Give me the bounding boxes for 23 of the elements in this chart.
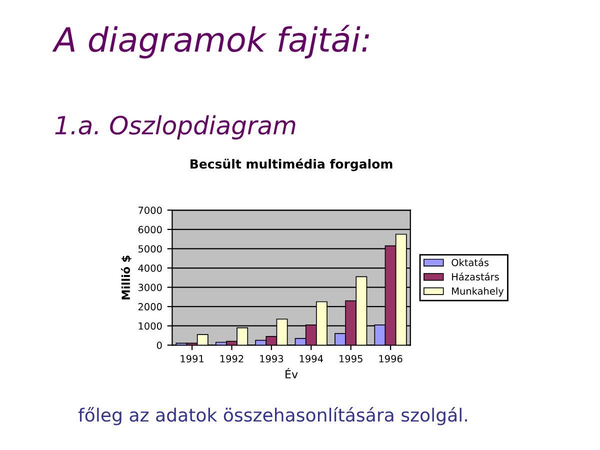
x-tick-label: 1994 [300,355,323,362]
x-tick-label: 1993 [260,355,284,362]
chart-title: Becsült multimédia forgalom [190,158,392,172]
y-tick-label: 0 [156,342,162,349]
x-tick-label: 1992 [220,355,244,362]
legend-label: Munkahely [452,287,504,297]
y-axis-title: Millió $ [120,256,132,300]
x-axis-title: Év [286,368,298,378]
x-tick-label: 1995 [340,355,362,362]
y-tick-label: 6000 [138,226,162,234]
x-tick-label: 1996 [379,355,402,362]
y-tick-label: 7000 [138,206,162,214]
y-tick-label: 3000 [138,284,162,292]
text: főleg az adatok összehasonlítására szolgál. [78,407,467,426]
x-tick-label: 1991 [180,355,204,362]
text: A diagramok fajtái: [52,24,370,58]
y-tick-label: 1000 [138,322,162,330]
y-tick-label: 5000 [138,245,162,253]
y-tick-label: 4000 [138,264,162,272]
y-tick-label: 2000 [138,303,162,310]
text: 1.a. Oszlopdiagram [55,115,296,140]
legend-label: Oktatás [452,258,489,266]
legend-label: Házastárs [452,272,499,280]
